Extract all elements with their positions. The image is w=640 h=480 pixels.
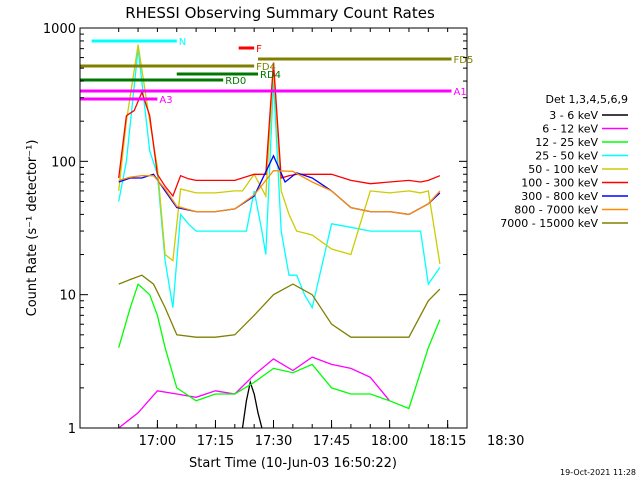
legend-label: 800 - 7000 keV: [514, 204, 598, 217]
timestamp: 19-Oct-2021 11:28: [560, 468, 636, 477]
y-tick-label: 1000: [43, 22, 76, 37]
flag-label-f: F: [256, 44, 262, 55]
series-line-12-25-kev: [118, 282, 441, 410]
legend-label: 6 - 12 keV: [542, 123, 598, 136]
flag-label-n: N: [179, 37, 186, 48]
legend-label: 7000 - 15000 keV: [500, 217, 598, 230]
y-tick-label: 100: [51, 155, 76, 170]
legend-title: Det 1,3,4,5,6,9: [545, 93, 628, 106]
y-tick-label: 1: [68, 422, 76, 437]
series-line-100-300-kev: [118, 62, 441, 198]
flag-label-fd5: FD5: [454, 55, 474, 66]
x-tick-label: 18:00: [371, 434, 408, 449]
x-tick-label: 17:15: [197, 434, 234, 449]
legend-label: 3 - 6 keV: [549, 109, 598, 122]
flags-layer: N F FD4 FD5 RD0 RD4 A1 A3: [80, 37, 473, 106]
x-tick-label: 18:15: [429, 434, 466, 449]
y-tick-label: 10: [59, 289, 76, 304]
legend-label: 12 - 25 keV: [535, 136, 598, 149]
x-tick-label: 17:45: [313, 434, 350, 449]
series-line-50-100-kev: [118, 44, 441, 265]
flag-label-a3: A3: [159, 95, 172, 106]
axis-layer: 1 10 100 1000 17:00 17:15 17:30 17:45 18:00 18:15…: [43, 22, 525, 449]
chart-title: RHESSI Observing Summary Count Rates: [125, 4, 435, 22]
series-line-7000-15000-kev: [118, 274, 441, 338]
y-axis-label: Count Rate (s⁻¹ detector⁻¹): [25, 140, 40, 317]
flag-label-fd4: FD4: [256, 62, 276, 73]
series-line-3-6-kev: [241, 379, 263, 428]
series-layer: [118, 44, 441, 428]
x-tick-label: 17:00: [139, 434, 176, 449]
x-axis-label: Start Time (10-Jun-03 16:50:22): [189, 456, 397, 471]
series-line-6-12-kev: [118, 356, 391, 428]
legend-label: 300 - 800 keV: [521, 190, 598, 203]
x-tick-label: 18:30: [487, 434, 524, 449]
legend-label: 50 - 100 keV: [528, 163, 598, 176]
legend-label: 100 - 300 keV: [521, 177, 598, 190]
series-line-800-7000-kev: [118, 170, 441, 216]
flag-label-a1: A1: [454, 87, 467, 98]
flag-label-rd4: RD4: [260, 70, 281, 81]
flag-label-rd0: RD0: [225, 76, 246, 87]
x-tick-label: 17:30: [255, 434, 292, 449]
legend-label: 25 - 50 keV: [535, 150, 598, 163]
